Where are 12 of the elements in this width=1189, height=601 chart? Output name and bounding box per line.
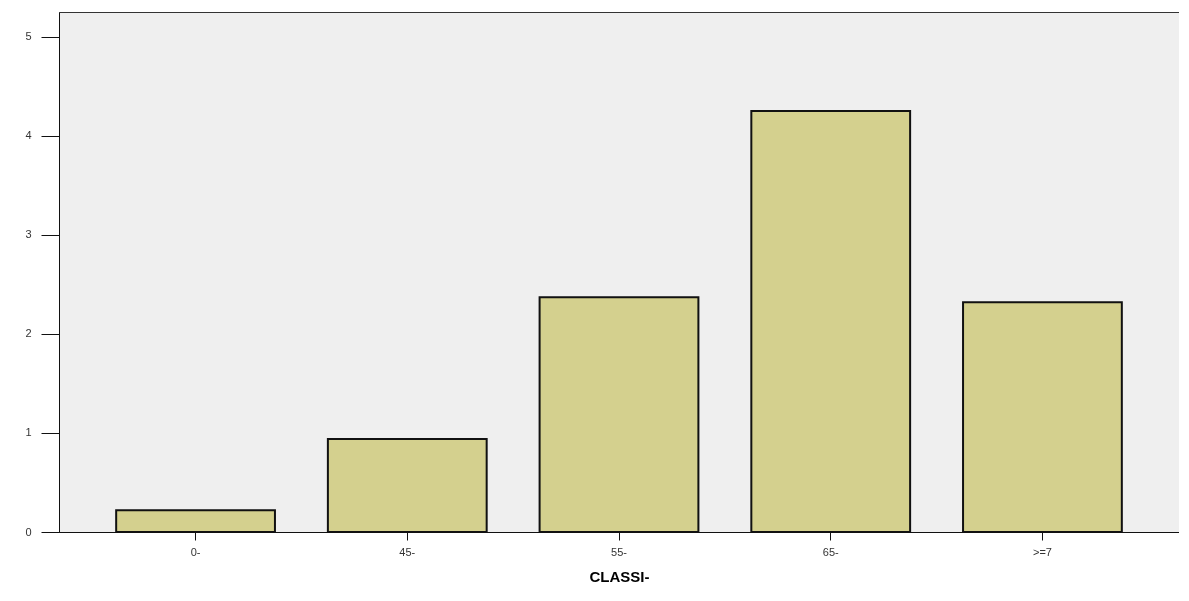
y-tick-label: 4: [25, 129, 32, 142]
y-tick-label: 0: [25, 525, 32, 538]
x-tick-label: >=7: [1032, 545, 1052, 558]
x-tick-label: 45-: [399, 545, 416, 558]
x-tick-label: 65-: [822, 545, 839, 558]
x-tick-label: 55-: [611, 545, 628, 558]
x-tick-label: 0-: [190, 545, 201, 558]
x-axis-title: CLASSI-: [589, 567, 650, 585]
y-tick-label: 3: [25, 228, 32, 241]
y-tick-label: 2: [25, 327, 32, 340]
y-tick-label: 1: [25, 426, 32, 439]
y-tick-label: 5: [25, 30, 32, 43]
